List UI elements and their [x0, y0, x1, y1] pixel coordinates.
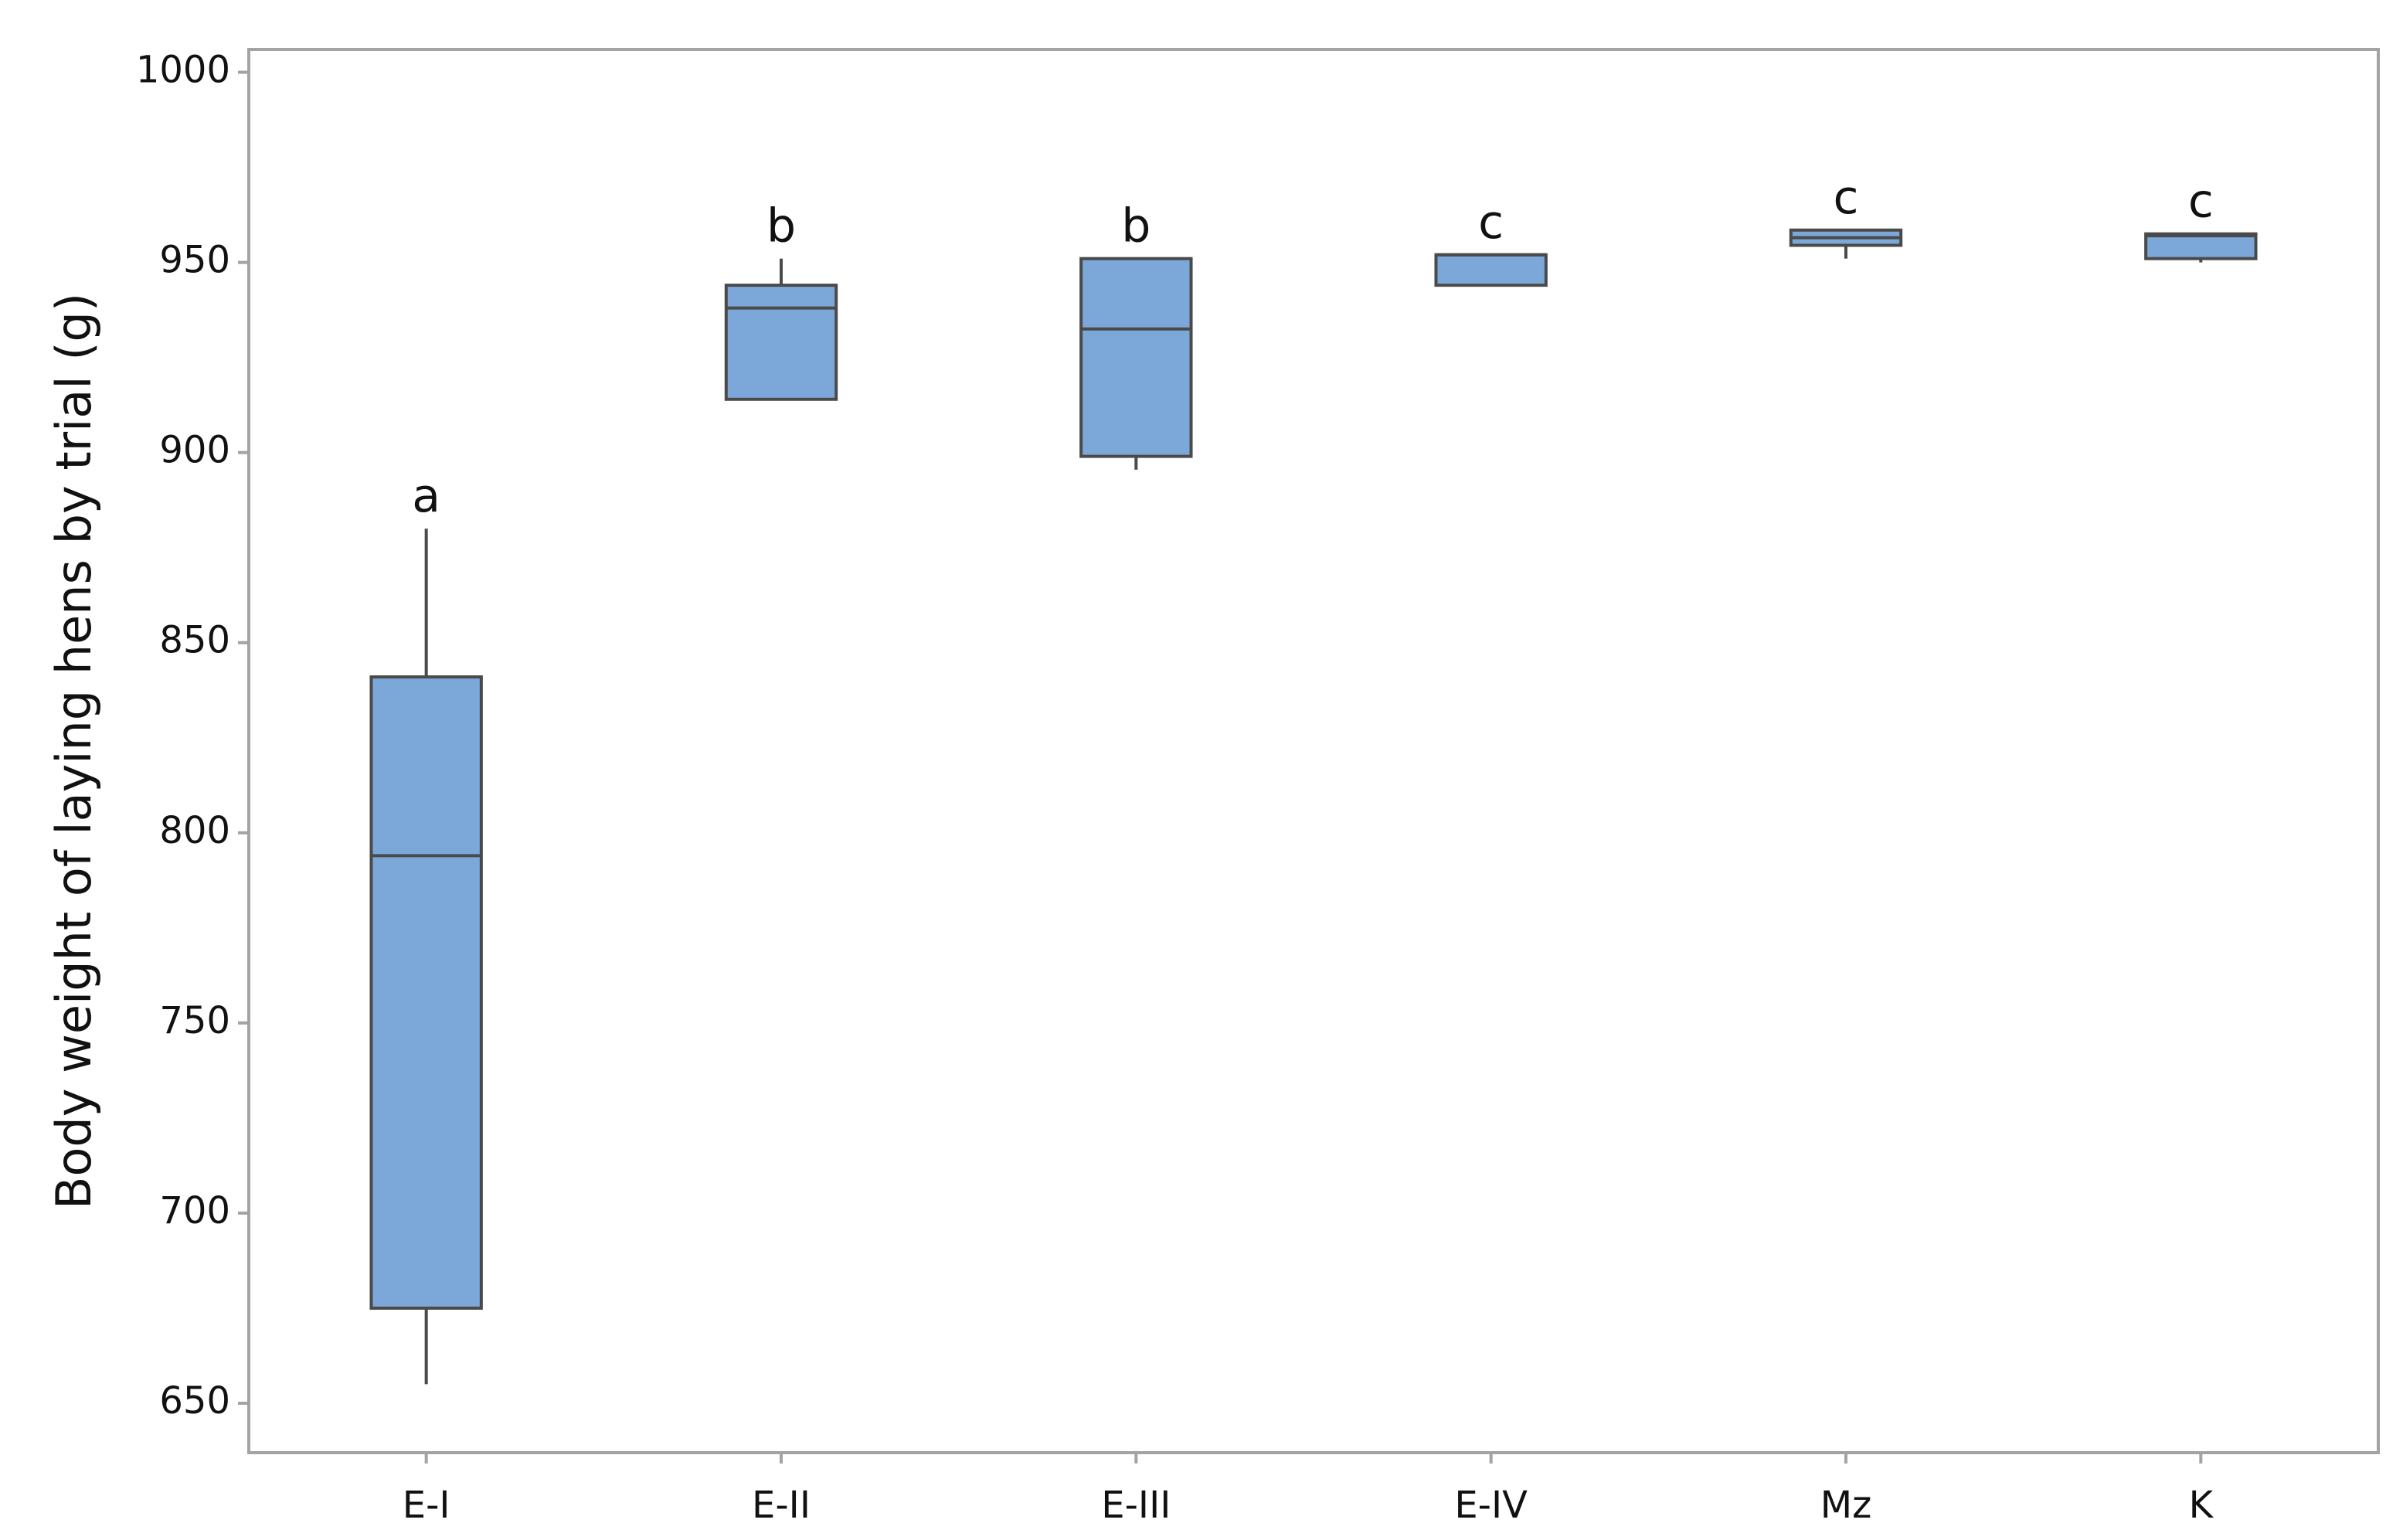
- group-letter: c: [1834, 171, 1859, 225]
- box: [1079, 257, 1193, 458]
- group-letter: b: [1121, 199, 1151, 253]
- box: [369, 675, 483, 1310]
- y-tick-label: 1000: [136, 49, 230, 92]
- x-tick-label: E-III: [1101, 1484, 1171, 1527]
- y-tick-label: 650: [159, 1379, 230, 1423]
- group-letter: a: [412, 469, 440, 523]
- y-tick-label: 700: [159, 1189, 230, 1232]
- x-tick-label: E-I: [403, 1484, 450, 1527]
- y-axis-label: Body weight of laying hens by trial (g): [46, 293, 102, 1209]
- group-letter: b: [766, 199, 796, 253]
- y-tick-label: 800: [159, 809, 230, 852]
- x-tick-label: K: [2189, 1484, 2214, 1527]
- box: [2144, 232, 2258, 260]
- y-tick-label: 900: [159, 429, 230, 472]
- x-tick-label: Mz: [1820, 1484, 1872, 1527]
- box: [724, 284, 838, 401]
- group-letter: c: [2188, 175, 2214, 229]
- y-tick-label: 850: [159, 619, 230, 662]
- plot-frame: [247, 48, 2380, 1454]
- x-tick-label: E-IV: [1454, 1484, 1528, 1527]
- y-tick-label: 950: [159, 239, 230, 282]
- group-letter: c: [1478, 195, 1504, 250]
- box: [1434, 253, 1548, 287]
- x-tick-label: E-II: [752, 1484, 811, 1527]
- y-tick-label: 750: [159, 999, 230, 1042]
